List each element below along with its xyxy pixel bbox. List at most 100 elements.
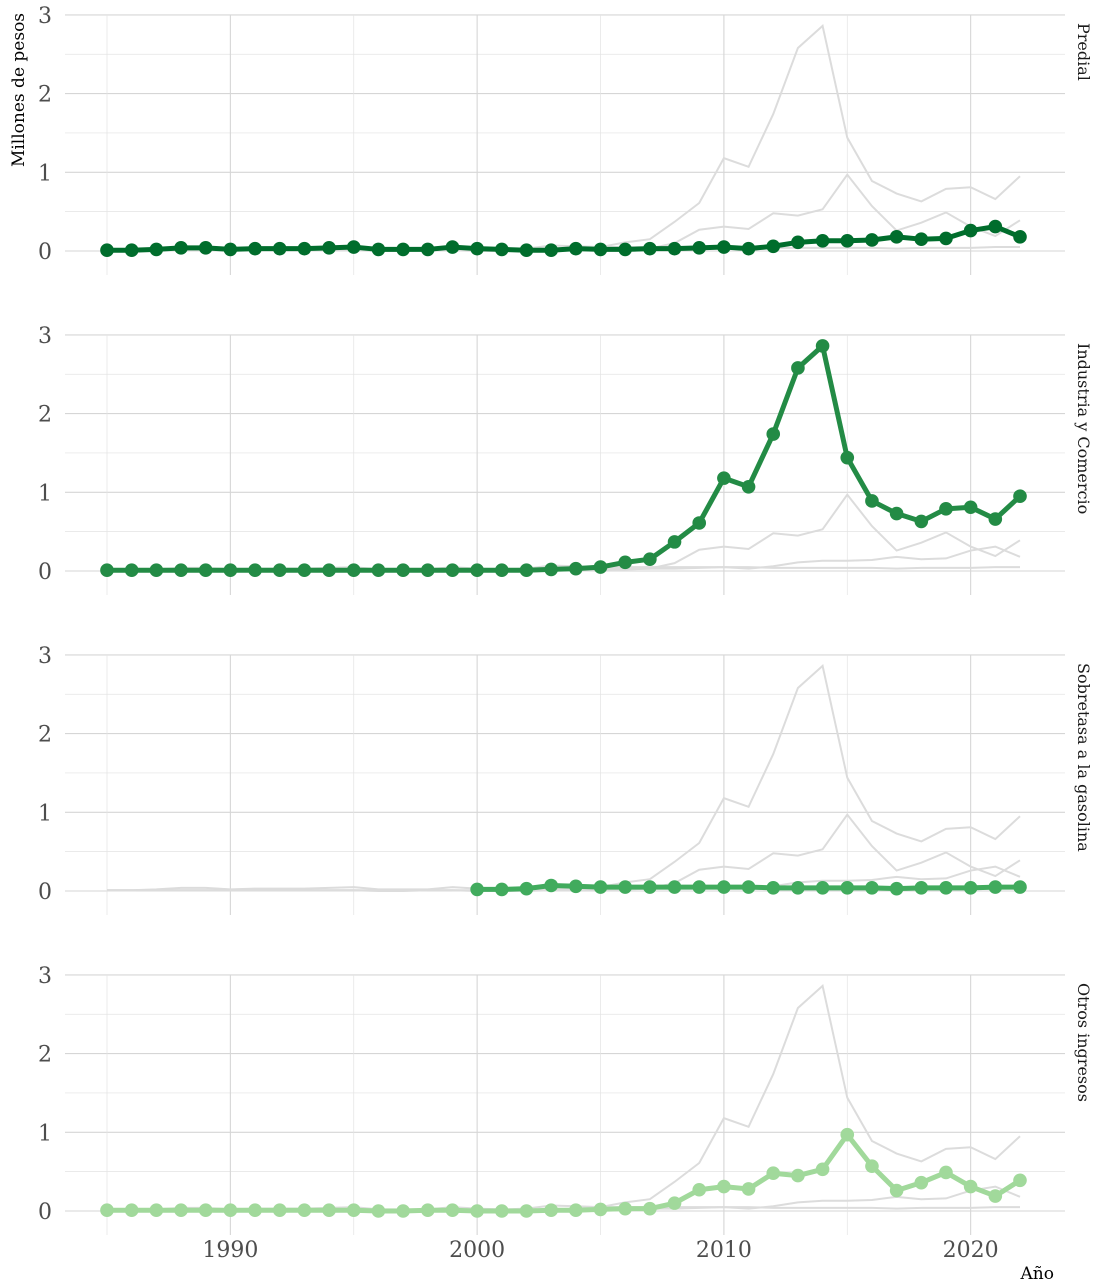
data-point <box>470 1204 484 1218</box>
data-point <box>668 242 682 256</box>
data-point <box>396 1204 410 1218</box>
data-point <box>939 881 953 895</box>
data-point <box>791 361 805 375</box>
data-point <box>865 881 879 895</box>
data-point <box>840 451 854 465</box>
data-point <box>322 241 336 255</box>
data-point <box>890 882 904 896</box>
data-point <box>396 563 410 577</box>
data-point <box>421 1203 435 1217</box>
data-point <box>520 563 534 577</box>
data-point <box>939 502 953 516</box>
data-point <box>199 563 213 577</box>
data-point <box>692 880 706 894</box>
data-point <box>594 243 608 257</box>
data-point <box>100 243 114 257</box>
data-point <box>174 563 188 577</box>
data-point <box>643 552 657 566</box>
data-point <box>174 241 188 255</box>
data-point <box>865 494 879 508</box>
data-point <box>298 242 312 256</box>
data-point <box>372 563 386 577</box>
data-point <box>816 1162 830 1176</box>
data-point <box>544 563 558 577</box>
data-point <box>766 427 780 441</box>
data-point <box>421 563 435 577</box>
data-point <box>692 1183 706 1197</box>
data-point <box>372 243 386 257</box>
data-point <box>594 560 608 574</box>
data-point <box>865 233 879 247</box>
data-point <box>643 242 657 256</box>
data-point <box>446 1203 460 1217</box>
data-point <box>495 883 509 897</box>
data-point <box>766 239 780 253</box>
data-point <box>150 563 164 577</box>
data-point <box>224 1203 238 1217</box>
data-point <box>396 243 410 257</box>
data-point <box>890 1184 904 1198</box>
data-point <box>914 232 928 246</box>
data-point <box>618 243 632 257</box>
data-point <box>692 241 706 255</box>
y-tick-label: 1 <box>38 801 52 826</box>
data-point <box>347 563 361 577</box>
data-point <box>742 480 756 494</box>
data-point <box>1013 1174 1027 1188</box>
data-point <box>766 1166 780 1180</box>
facet-panels: 0 1 2 3 Predial 0 1 2 3 Industria y Comercio 0 1 2 3 S… <box>38 4 1093 1263</box>
data-point <box>446 563 460 577</box>
panel-otros-ingresos: 0 1 2 3 Otros ingresos <box>38 964 1093 1235</box>
data-point <box>150 1203 164 1217</box>
data-point <box>125 563 139 577</box>
data-point <box>199 1203 213 1217</box>
data-point <box>840 234 854 248</box>
data-point <box>742 880 756 894</box>
data-point <box>174 1203 188 1217</box>
y-tick-label: 0 <box>38 560 52 585</box>
y-tick-label: 3 <box>38 4 52 29</box>
data-point <box>717 1180 731 1194</box>
data-point <box>791 1169 805 1183</box>
data-point <box>495 563 509 577</box>
data-point <box>914 515 928 529</box>
data-point <box>643 1202 657 1216</box>
data-point <box>964 500 978 514</box>
data-point <box>643 880 657 894</box>
data-point <box>668 1196 682 1210</box>
data-point <box>125 243 139 257</box>
panel-sobretasa-a-la-gasolina: 0123Sobretasa a la gasolina <box>38 644 1093 915</box>
data-point <box>224 563 238 577</box>
data-point <box>989 220 1003 234</box>
data-point <box>248 1203 262 1217</box>
data-point <box>446 240 460 254</box>
data-point <box>692 516 706 530</box>
data-point <box>125 1203 139 1217</box>
data-point <box>964 1180 978 1194</box>
facet-label-predial: Predial <box>1074 23 1093 81</box>
data-point <box>717 471 731 485</box>
data-point <box>668 535 682 549</box>
data-point <box>914 1176 928 1190</box>
panel-predial: 0 1 2 3 Predial <box>38 4 1093 275</box>
data-point <box>989 512 1003 526</box>
data-point <box>989 1189 1003 1203</box>
x-tick-label: 2020 <box>943 1238 999 1263</box>
y-tick-label: 1 <box>38 1121 52 1146</box>
data-point <box>791 881 805 895</box>
data-point <box>594 880 608 894</box>
data-point <box>618 1202 632 1216</box>
data-point <box>569 562 583 576</box>
data-point <box>865 1159 879 1173</box>
data-point <box>618 556 632 570</box>
data-point <box>544 879 558 893</box>
data-point <box>989 880 1003 894</box>
data-point <box>520 1204 534 1218</box>
data-point <box>791 236 805 250</box>
data-point <box>816 881 830 895</box>
data-point <box>298 563 312 577</box>
data-point <box>273 1203 287 1217</box>
data-point <box>569 879 583 893</box>
data-point <box>964 881 978 895</box>
data-point <box>347 1203 361 1217</box>
